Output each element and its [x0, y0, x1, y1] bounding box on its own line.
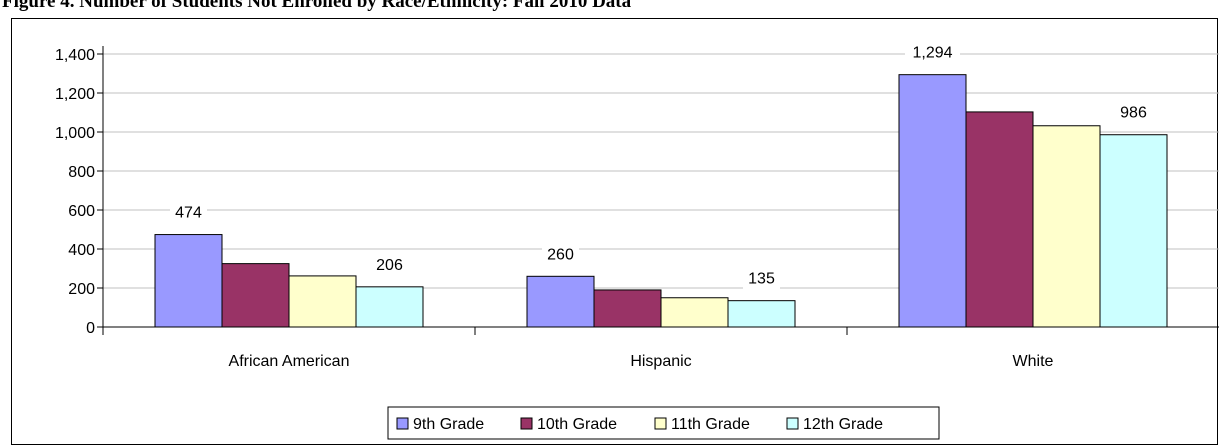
y-tick-label: 200: [68, 281, 95, 298]
legend-label: 9th Grade: [413, 416, 484, 433]
legend-swatch: [520, 417, 533, 430]
data-label: 135: [748, 271, 775, 288]
legend-swatch: [786, 417, 799, 430]
bar: [593, 289, 662, 328]
y-tick-label: 1,000: [55, 125, 95, 142]
legend-swatch: [654, 417, 667, 430]
legend-swatch: [396, 417, 409, 430]
bar: [898, 74, 967, 328]
data-label: 474: [175, 205, 202, 222]
data-label-bg: [1115, 101, 1152, 124]
chart-heading: Figure 4. Number of Students Not Enrolle…: [2, 0, 632, 12]
data-label-bg: [743, 267, 780, 290]
data-label-bg: [542, 243, 579, 266]
data-label: 206: [376, 257, 403, 274]
data-label: 260: [547, 246, 574, 263]
bar: [288, 275, 357, 328]
bar: [221, 263, 290, 328]
data-label: 986: [1120, 105, 1147, 122]
bar: [1032, 125, 1101, 328]
category-label: Hispanic: [630, 353, 691, 370]
legend-label: 11th Grade: [671, 416, 750, 433]
data-label-bg: [371, 253, 408, 276]
y-tick-label: 800: [68, 164, 95, 181]
legend-label: 12th Grade: [803, 416, 883, 433]
y-tick-label: 600: [68, 203, 95, 220]
data-label: 1,294: [912, 45, 952, 62]
bar: [154, 234, 223, 328]
data-label-bg: [170, 201, 207, 224]
data-label-bg: [905, 41, 960, 64]
bar: [660, 297, 729, 328]
legend-label: 10th Grade: [537, 416, 617, 433]
bar: [1099, 134, 1168, 328]
bar: [526, 275, 595, 328]
category-label: African American: [229, 353, 350, 370]
y-tick-label: 1,400: [55, 47, 95, 64]
bar: [355, 286, 424, 328]
y-tick-label: 1,200: [55, 86, 95, 103]
y-tick-label: 400: [68, 242, 95, 259]
category-label: White: [1013, 353, 1054, 370]
y-tick-label: 0: [86, 320, 95, 337]
bar: [727, 300, 796, 328]
bar: [965, 111, 1034, 328]
